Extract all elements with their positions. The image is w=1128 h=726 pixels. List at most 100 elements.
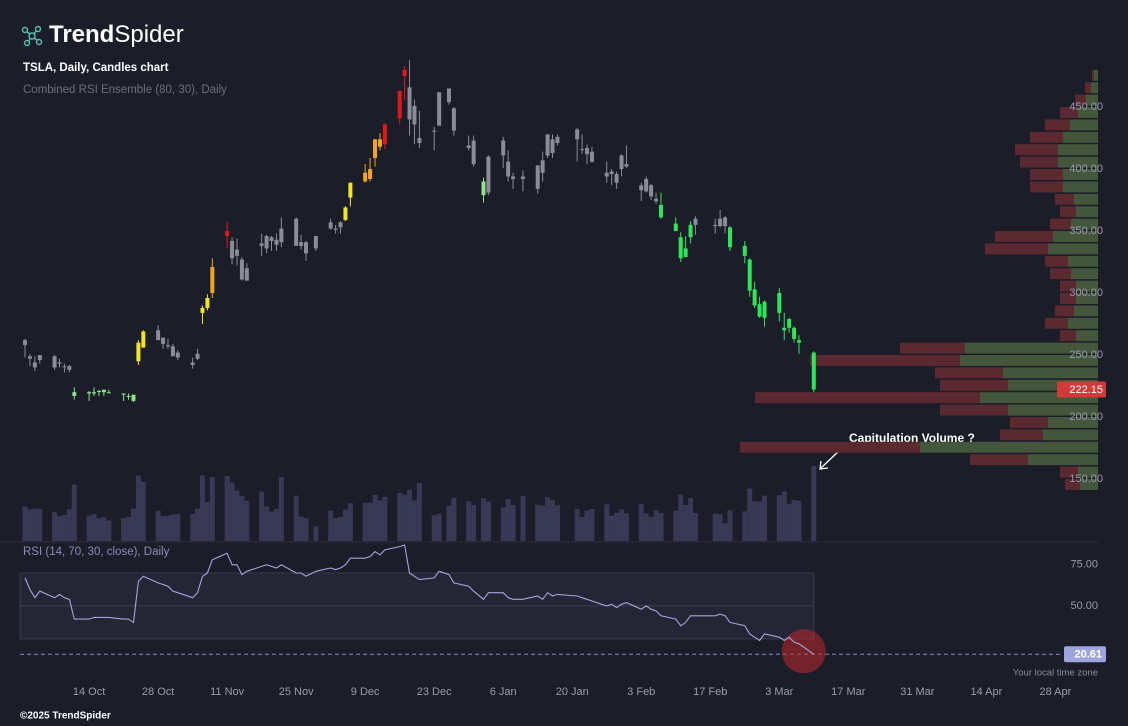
candle-body xyxy=(190,362,195,365)
volume-bar xyxy=(101,516,107,541)
rsi-tick-label: 50.00 xyxy=(1070,600,1098,612)
candle-body xyxy=(304,242,309,254)
candle-body xyxy=(609,171,614,175)
candle-body xyxy=(471,140,476,165)
candle-body xyxy=(72,392,77,396)
volume-bar xyxy=(619,509,625,541)
volume-bar xyxy=(791,499,797,541)
chart-title: TSLA, Daily, Candles chart xyxy=(23,62,169,74)
volume-bar xyxy=(293,495,299,541)
volume-bar xyxy=(22,506,28,541)
candle-body xyxy=(210,267,215,294)
candle-body xyxy=(52,356,57,368)
profile-down xyxy=(985,243,1048,255)
x-tick-label: 9 Dec xyxy=(351,686,380,698)
candle-body xyxy=(649,185,654,197)
volume-bar xyxy=(362,502,368,541)
y-tick-label: 300.00 xyxy=(1069,287,1103,299)
volume-bar xyxy=(71,484,77,541)
profile-up xyxy=(1063,131,1098,143)
volume-bar xyxy=(244,500,250,541)
candle-body xyxy=(550,139,555,153)
volume-bar xyxy=(742,511,748,541)
candle-body xyxy=(535,165,540,189)
volume-bar xyxy=(683,505,689,541)
volume-bar xyxy=(545,497,551,541)
profile-up xyxy=(1048,417,1098,428)
candle-body xyxy=(230,240,235,259)
profile-down xyxy=(935,367,1003,379)
volume-bar xyxy=(367,502,373,541)
volume-bar xyxy=(86,515,92,541)
volume-bar xyxy=(466,501,472,541)
candle-body xyxy=(407,87,412,120)
candle-body xyxy=(131,394,136,401)
candle-body xyxy=(481,181,486,196)
profile-up xyxy=(965,342,1098,354)
candle-body xyxy=(742,245,747,256)
candle-body xyxy=(126,395,131,397)
volume-bar xyxy=(446,505,452,541)
candle-body xyxy=(713,224,718,227)
candle-body xyxy=(101,389,106,393)
candle-body xyxy=(575,129,580,140)
candle-body xyxy=(718,218,723,227)
volume-bar xyxy=(160,516,166,541)
rsi-highlight xyxy=(781,629,826,674)
y-tick-label: 400.00 xyxy=(1069,163,1103,175)
candle-body xyxy=(432,130,437,132)
volume-bar xyxy=(199,475,205,541)
profile-down xyxy=(1030,181,1063,193)
candle-body xyxy=(402,69,407,77)
candle-body xyxy=(614,174,619,183)
volume-bar xyxy=(643,513,649,541)
volume-bar xyxy=(752,501,758,541)
candle-body xyxy=(797,340,802,343)
candle-body xyxy=(545,134,550,156)
candle-body xyxy=(269,237,274,241)
profile-up xyxy=(1086,94,1098,106)
y-tick-label: 200.00 xyxy=(1069,411,1103,423)
x-tick-label: 23 Dec xyxy=(417,686,452,698)
volume-bar xyxy=(520,496,526,541)
candle-body xyxy=(417,138,422,144)
volume-bar xyxy=(382,496,388,541)
candle-body xyxy=(333,228,338,230)
profile-down xyxy=(1075,94,1086,106)
x-tick-label: 20 Jan xyxy=(556,686,589,698)
candle-body xyxy=(446,88,451,103)
profile-up xyxy=(1071,218,1098,230)
candle-body xyxy=(239,259,244,280)
profile-up xyxy=(1091,82,1098,94)
volume-bar xyxy=(140,481,146,541)
candle-body xyxy=(141,331,146,348)
candle-body xyxy=(121,393,126,395)
candle-body xyxy=(673,223,678,232)
profile-up xyxy=(1053,231,1098,242)
profile-down xyxy=(1050,218,1071,230)
volume-bar xyxy=(37,509,43,541)
profile-up xyxy=(1068,255,1098,267)
volume-bar xyxy=(589,509,595,541)
candle-body xyxy=(639,185,644,191)
candle-body xyxy=(279,228,284,243)
volume-bar xyxy=(57,516,63,541)
candle-body xyxy=(501,140,506,156)
candle-body xyxy=(156,330,161,341)
candle-body xyxy=(264,236,269,249)
x-tick-label: 14 Oct xyxy=(73,686,105,698)
logo: TrendSpider xyxy=(49,21,184,48)
candle-body xyxy=(62,366,67,368)
volume-bar xyxy=(397,492,403,541)
y-tick-label: 450.00 xyxy=(1069,101,1103,113)
volume-bar xyxy=(776,495,782,541)
candle-body xyxy=(511,176,516,179)
volume-bar xyxy=(451,497,457,541)
candle-body xyxy=(644,178,649,192)
candle-body xyxy=(604,172,609,177)
candle-body xyxy=(175,352,180,358)
volume-bar xyxy=(485,501,491,541)
y-tick-label: 150.00 xyxy=(1069,473,1103,485)
volume-bar xyxy=(648,516,654,541)
candle-body xyxy=(782,327,787,331)
